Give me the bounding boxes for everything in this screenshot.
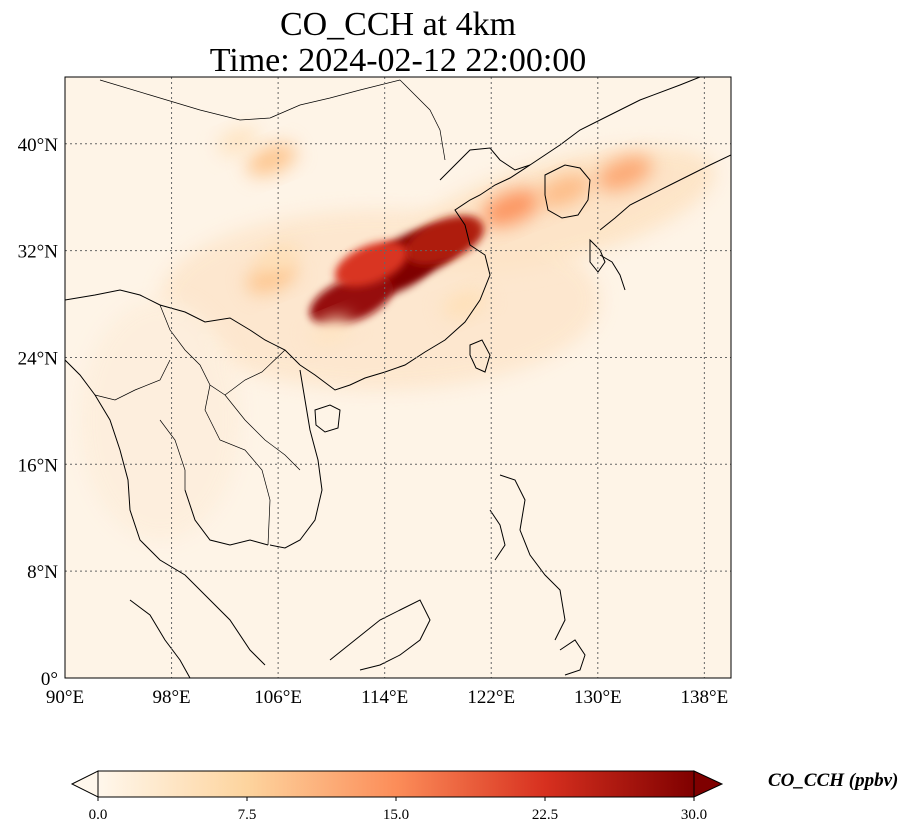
co-plume-layer [217,127,653,345]
lon-tick-label: 90°E [46,687,84,708]
plume-blob [310,317,353,345]
lon-tick-label: 106°E [254,687,302,708]
coastlines [65,77,731,678]
plume-blob [404,215,485,265]
lat-tick-label: 24°N [18,348,59,369]
lat-tick-label: 40°N [18,135,59,156]
colorbar-tick-label: 0.0 [89,807,108,823]
plume-blob [217,127,259,155]
colorbar-tick-label: 7.5 [238,807,257,823]
plume-blob [481,189,541,227]
lon-tick-label: 114°E [361,687,408,708]
colorbar-tick-label: 22.5 [532,807,558,823]
lon-tick-label: 98°E [152,687,190,708]
colorbar-label: CO_CCH (ppbv) [768,770,899,791]
plume-blob [309,274,394,326]
plume-blob [596,155,653,191]
map-frame [64,76,732,679]
map-subtitle: Time: 2024-02-12 22:00:00 [209,42,587,79]
longitude-ticks: 90°E 98°E 106°E 114°E 122°E 130°E 138°E [46,687,728,708]
plume-blob [538,173,591,208]
colorbar-bar [97,770,695,798]
colorbar-extend-min [70,770,99,798]
plume-blob [246,261,297,294]
colorbar-tick-label: 15.0 [383,807,409,823]
lat-tick-label: 16°N [18,455,59,476]
lat-tick-label: 32°N [18,242,59,263]
plume-blob [246,143,297,176]
lat-tick-label: 0° [41,669,58,690]
lon-tick-label: 130°E [574,687,622,708]
plume-blob [334,241,408,287]
gridlines [65,77,731,678]
colorbar-extend-max [693,770,724,798]
colorbar-tick-label: 30.0 [681,807,707,823]
lat-tick-label: 8°N [27,562,58,583]
colorbar: 0.0 7.5 15.0 22.5 30.0 [70,770,724,823]
lon-tick-label: 138°E [681,687,729,708]
plume-blob [443,290,487,319]
lon-tick-label: 122°E [467,687,515,708]
country-borders [94,79,446,546]
map-title: CO_CCH at 4km [279,6,517,43]
latitude-ticks: 0° 8°N 16°N 24°N 32°N 40°N [18,135,59,690]
